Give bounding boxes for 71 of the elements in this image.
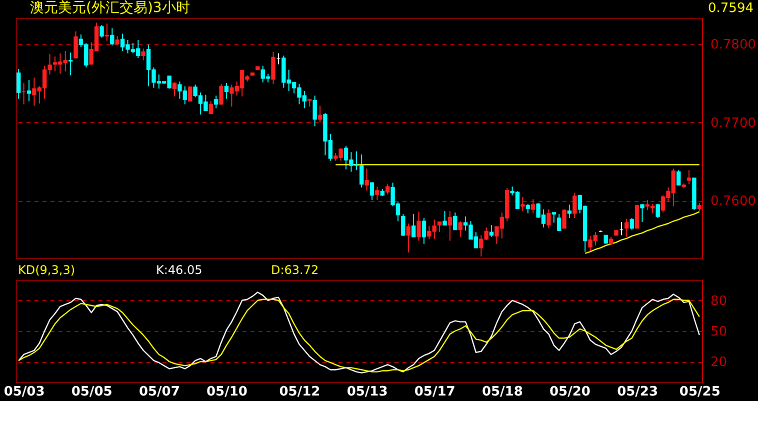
y-tick-label: 20 <box>710 355 728 370</box>
candlestick <box>422 218 426 244</box>
candlestick <box>567 204 572 218</box>
y-tick-label: 0.7700 <box>710 116 756 131</box>
text: 0.7594 <box>708 1 754 16</box>
y-tick-label: 80 <box>710 294 728 309</box>
candlestick <box>401 214 406 237</box>
x-tick-label: 05/03 <box>4 384 45 400</box>
candlestick <box>656 203 660 218</box>
candlestick <box>634 204 640 229</box>
x-tick-label: 05/23 <box>617 384 658 400</box>
candlestick <box>16 68 21 100</box>
text: K:46.05 <box>156 263 202 277</box>
y-tick-label: 0.7600 <box>710 194 756 210</box>
candlestick <box>624 218 629 238</box>
candlestick <box>406 222 410 254</box>
candlestick <box>442 210 447 226</box>
chart-title: 澳元美元(外汇交易)3小时 <box>30 0 190 16</box>
candlestick <box>676 170 681 186</box>
candlestick <box>375 186 380 200</box>
candlestick <box>552 212 556 224</box>
candlestick <box>214 95 218 109</box>
candlestick <box>531 198 536 214</box>
candlestick <box>562 208 566 229</box>
candlestick <box>520 196 525 212</box>
candlestick <box>640 203 644 222</box>
candlestick <box>104 22 110 42</box>
candlestick <box>224 82 229 100</box>
candlestick <box>172 82 177 97</box>
candlestick <box>188 86 192 102</box>
candlestick <box>318 105 322 123</box>
candlestick <box>572 192 577 218</box>
line-series <box>584 211 700 254</box>
candlestick <box>526 203 530 214</box>
candlestick <box>271 51 276 84</box>
candlestick <box>370 182 374 200</box>
x-tick-label: 05/18 <box>482 384 523 400</box>
candlestick <box>458 220 462 238</box>
y-tick-label: 0.7800 <box>710 37 756 52</box>
candlestick <box>686 170 692 185</box>
candlestick <box>26 79 32 102</box>
series-label: D:63.72 <box>271 263 319 277</box>
candlestick <box>556 214 562 232</box>
x-tick-label: 05/12 <box>279 384 320 400</box>
x-tick-label: 05/05 <box>71 384 112 400</box>
candlestick <box>100 24 104 38</box>
candlestick <box>74 30 78 58</box>
candlestick <box>546 208 551 229</box>
candlestick <box>208 100 213 114</box>
candlestick <box>416 211 421 242</box>
candlestick <box>411 214 416 238</box>
candlestick <box>385 184 390 195</box>
x-tick-label: 05/20 <box>550 384 590 400</box>
x-tick-label: 05/17 <box>414 384 456 400</box>
x-tick-label: 05/07 <box>138 384 180 400</box>
candlestick <box>489 224 494 238</box>
candlestick <box>68 52 73 76</box>
x-tick-label: 05/25 <box>679 384 720 400</box>
candlestick <box>312 95 317 127</box>
candlestick <box>110 28 114 46</box>
y-tick-label: 50 <box>710 324 728 340</box>
candlestick <box>448 210 452 242</box>
candlestick <box>219 83 224 105</box>
candlestick <box>364 168 369 192</box>
x-tick-label: 05/10 <box>206 384 248 400</box>
chart-title: KD(9,3,3) <box>18 263 76 277</box>
candlestick <box>141 48 146 61</box>
candlestick <box>630 218 634 230</box>
candlestick <box>437 221 442 233</box>
x-tick-label: 05/13 <box>346 384 388 400</box>
candlestick <box>453 212 458 230</box>
